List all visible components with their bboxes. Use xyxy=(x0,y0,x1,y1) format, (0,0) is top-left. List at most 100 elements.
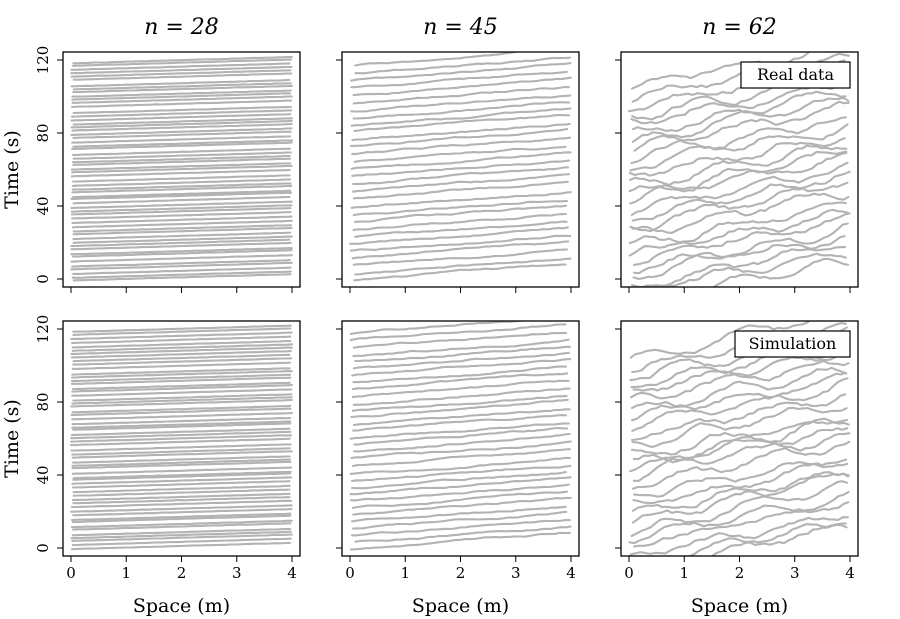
x-tick-label: 1 xyxy=(400,564,410,582)
x-tick-label: 3 xyxy=(232,564,242,582)
trajectory-line xyxy=(628,150,848,193)
trajectory-line xyxy=(71,154,291,164)
trajectory-line xyxy=(633,458,848,498)
annotation-box xyxy=(734,330,851,358)
trajectory-line xyxy=(352,332,568,349)
trajectory-line xyxy=(631,406,848,449)
x-tick-label: 3 xyxy=(511,564,521,582)
panel-real-n45: n = 45 xyxy=(336,15,580,293)
trajectory-line xyxy=(71,141,293,151)
trajectory-line xyxy=(630,116,847,165)
trajectory-line xyxy=(71,189,292,199)
trajectory-line xyxy=(70,437,291,447)
trajectory-line xyxy=(70,346,293,355)
trajectory-line xyxy=(72,105,292,115)
x-tick-label: 2 xyxy=(456,564,466,582)
trajectory-line xyxy=(350,505,567,523)
trajectory-line xyxy=(71,447,291,456)
trajectory-line xyxy=(631,96,850,143)
x-axis-label: Space (m) xyxy=(133,595,230,617)
trajectory-line xyxy=(351,240,570,260)
trajectory-line xyxy=(70,373,292,383)
trajectory-line xyxy=(71,270,292,279)
trajectory-line xyxy=(349,531,571,551)
x-tick-label: 0 xyxy=(345,564,355,582)
annotation-text: Simulation xyxy=(749,334,837,353)
trajectory-line xyxy=(70,65,293,75)
trajectory-line xyxy=(72,84,294,94)
trajectory-line xyxy=(352,173,570,193)
trajectory-line xyxy=(630,393,847,442)
trajectory-line xyxy=(630,360,850,400)
trajectory-line xyxy=(70,519,293,529)
x-tick-label: 2 xyxy=(735,564,745,582)
trajectory-line xyxy=(72,151,292,160)
trajectory-line xyxy=(72,195,291,205)
trajectory-line xyxy=(72,484,291,494)
trajectory-line xyxy=(71,460,292,470)
y-axis-label: Time (s) xyxy=(1,399,23,478)
trajectory-line xyxy=(352,248,568,266)
trajectory-line xyxy=(352,351,570,370)
trajectory-line xyxy=(352,76,572,97)
trajectory-line xyxy=(70,407,292,416)
trajectory-line xyxy=(354,56,572,75)
trajectory-line xyxy=(352,86,570,105)
trajectory-line xyxy=(70,499,293,509)
trajectory-line xyxy=(352,338,570,358)
trajectories xyxy=(628,321,851,556)
trajectory-line xyxy=(629,151,848,205)
trajectory-line xyxy=(350,398,569,419)
trajectory-line xyxy=(72,55,293,65)
trajectory-line xyxy=(629,516,849,556)
trajectory-line xyxy=(71,411,294,421)
trajectory-line xyxy=(630,418,848,456)
trajectory-line xyxy=(711,257,850,287)
trajectory-line xyxy=(630,371,847,422)
trajectory-line xyxy=(71,340,292,349)
trajectory-line xyxy=(71,89,292,98)
trajectory-line xyxy=(71,404,292,414)
trajectory-line xyxy=(349,476,572,496)
trajectory-line xyxy=(631,440,851,490)
y-tick-label: 0 xyxy=(34,543,52,553)
trajectory-line xyxy=(71,416,292,426)
panel-real-n62: n = 62 Real data xyxy=(615,15,859,293)
trajectory-line xyxy=(72,353,291,363)
trajectory-line xyxy=(71,135,292,144)
trajectory-line xyxy=(631,52,812,90)
annotation-box xyxy=(740,61,851,89)
trajectory-line xyxy=(349,422,570,440)
trajectory-line xyxy=(633,501,850,548)
trajectory-line xyxy=(71,396,293,405)
trajectory-line xyxy=(352,387,571,406)
trajectory-line xyxy=(350,471,567,490)
trajectory-line xyxy=(71,335,292,344)
trajectory-line xyxy=(71,123,293,132)
trajectory-line xyxy=(353,432,571,453)
trajectory-line xyxy=(71,361,291,370)
trajectory-line xyxy=(72,226,293,236)
x-tick-label: 3 xyxy=(790,564,800,582)
trajectory-line xyxy=(70,127,293,136)
x-tick-label: 1 xyxy=(121,564,131,582)
panel-sim-n45: 0 1 2 3 4 Space (m) xyxy=(336,320,580,617)
trajectory-line xyxy=(71,450,293,459)
trajectory-line xyxy=(71,381,291,391)
trajectory-line xyxy=(71,533,293,542)
trajectory-line xyxy=(72,174,291,183)
trajectory-line xyxy=(354,52,522,67)
trajectories xyxy=(349,321,572,551)
x-axis-label: Space (m) xyxy=(412,595,509,617)
y-tick-label: 40 xyxy=(34,196,52,215)
trajectory-line xyxy=(351,394,568,412)
trajectory-line xyxy=(351,159,571,177)
trajectory-line xyxy=(352,101,571,120)
trajectory-line xyxy=(70,162,292,171)
trajectory-line xyxy=(70,241,292,251)
trajectory-line xyxy=(72,496,291,505)
x-tick-label: 4 xyxy=(566,564,576,582)
trajectory-line xyxy=(70,434,293,443)
y-tick-label: 40 xyxy=(34,465,52,484)
trajectory-line xyxy=(71,522,292,531)
